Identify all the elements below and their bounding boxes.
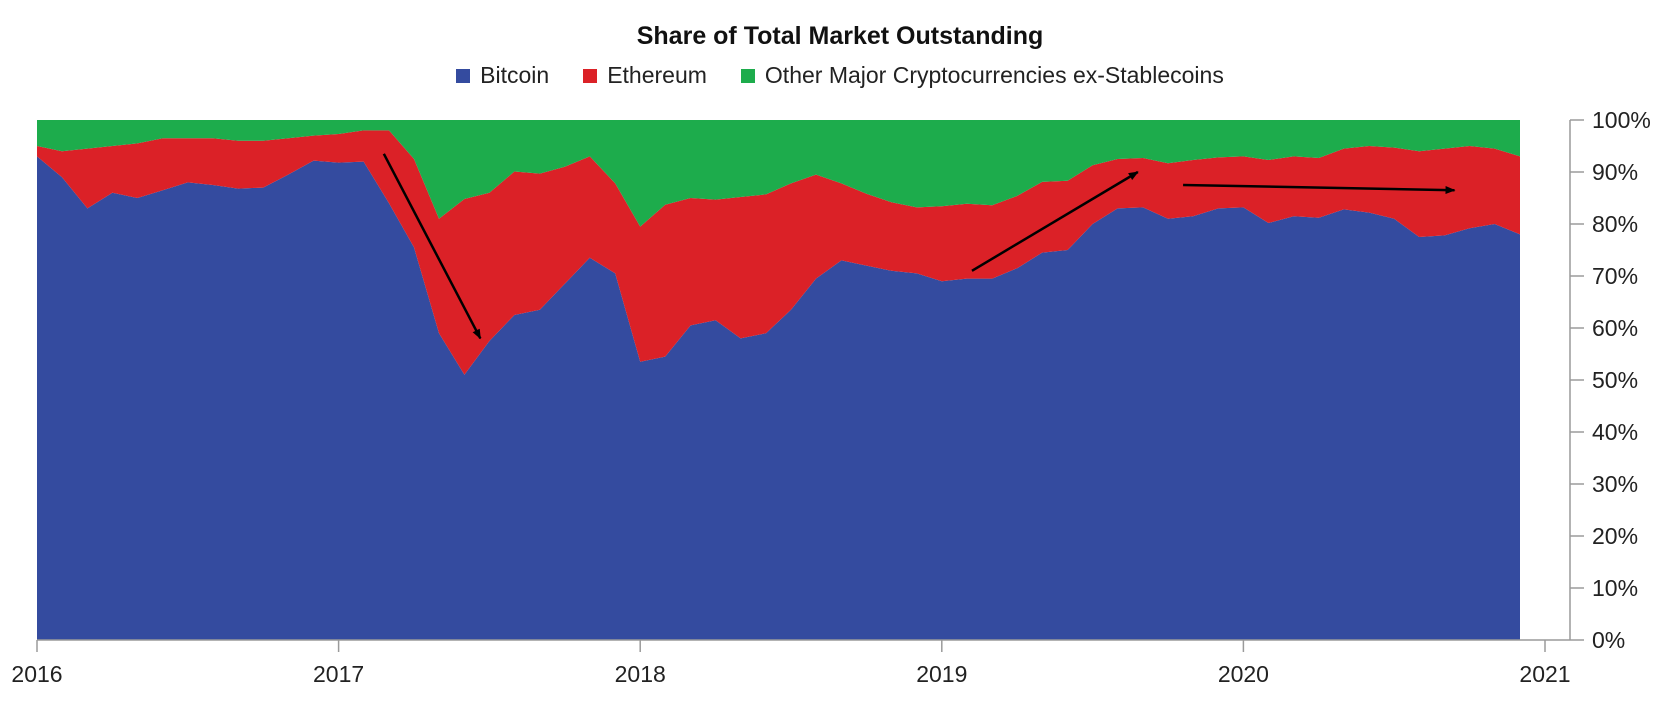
axes-layer: 2016 2017 2018 2019 2020 2021 0% 10% 20% 30% 40% 50…: [11, 107, 1650, 687]
area-bitcoin: [37, 156, 1520, 640]
x-tick-label: 2021: [1519, 661, 1570, 687]
y-tick-label: 60%: [1592, 315, 1638, 341]
chart-title: Share of Total Market Outstanding: [636, 22, 1044, 50]
x-tick-label: 2018: [615, 661, 666, 687]
legend-label-ethereum: Ethereum: [607, 62, 707, 88]
y-tick-label: 90%: [1592, 159, 1638, 185]
legend-swatch-other: [740, 68, 755, 83]
legend-label-other: Other Major Cryptocurrencies ex-Stableco…: [764, 62, 1224, 88]
annotation-arrow-2: [971, 170, 1139, 272]
legend-swatch-bitcoin: [456, 68, 471, 83]
y-tick-label: 70%: [1592, 263, 1638, 289]
area-other: [37, 120, 1520, 227]
y-tick-label: 100%: [1592, 107, 1651, 133]
legend-item-other: Other Major Cryptocurrencies ex-Stableco…: [740, 62, 1224, 89]
annotation-arrow-3: [1183, 183, 1456, 195]
x-tick-label: 2017: [313, 661, 364, 687]
legend-item-ethereum: Ethereum: [583, 62, 707, 89]
y-tick-label: 50%: [1592, 367, 1638, 393]
legend-item-bitcoin: Bitcoin: [456, 62, 549, 89]
y-tick-label: 20%: [1592, 523, 1638, 549]
legend: Bitcoin Ethereum Other Major Cryptocurre…: [0, 62, 1680, 89]
x-tick-label: 2020: [1218, 661, 1269, 687]
y-tick-label: 80%: [1592, 211, 1638, 237]
y-tick-label: 30%: [1592, 471, 1638, 497]
annotations-layer: [382, 153, 1456, 340]
y-tick-label: 40%: [1592, 419, 1638, 445]
legend-label-bitcoin: Bitcoin: [480, 62, 550, 88]
area-ethereum: [37, 130, 1520, 375]
areas-layer: [37, 120, 1520, 640]
y-tick-label: 0%: [1592, 627, 1625, 653]
legend-swatch-ethereum: [583, 68, 598, 83]
x-tick-label: 2019: [916, 661, 967, 687]
x-tick-label: 2016: [11, 661, 62, 687]
y-tick-label: 10%: [1592, 575, 1638, 601]
annotation-arrow-1: [382, 153, 482, 340]
